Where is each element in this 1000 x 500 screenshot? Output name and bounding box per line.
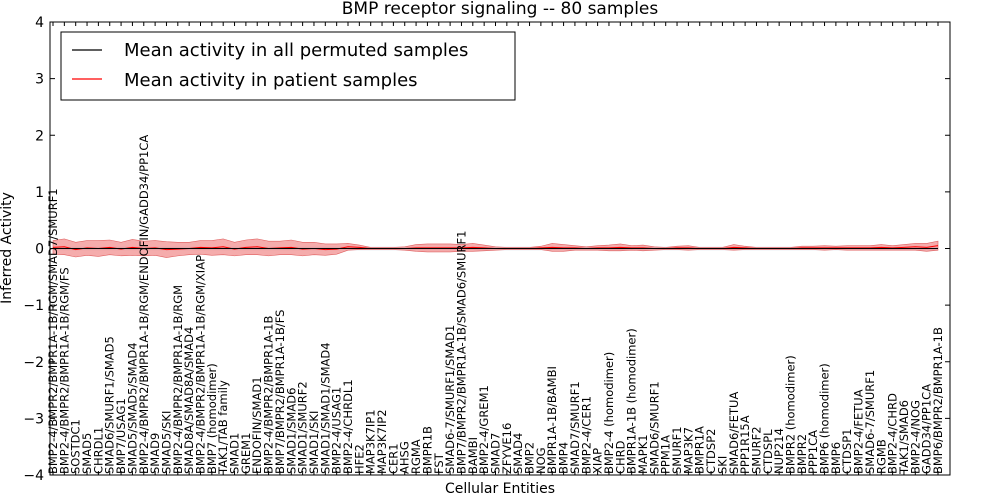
legend-box	[60, 31, 516, 101]
x-tick-label: SMAD1/SMAD1/SMAD4	[318, 342, 332, 474]
x-tick-label: ENDOFIN/SMAD1	[250, 376, 264, 474]
x-tick-label: AHSG	[398, 441, 412, 474]
x-tick-label: BMP7 (homodimer)	[205, 363, 219, 474]
x-tick-label: CTDSPL	[761, 429, 775, 474]
x-tick-label: ZFYVE16	[500, 423, 514, 474]
x-tick-label: RGMA	[409, 439, 423, 474]
x-tick-label: SMURF1	[670, 426, 684, 474]
x-tick-label: PPP1R15A	[738, 415, 752, 474]
x-tick-label: NUP214	[772, 428, 786, 474]
x-tick-label: SMURF2	[749, 426, 763, 474]
x-tick-label: SMAD7	[489, 433, 503, 474]
x-tick-label: SMAD8A/SMAD8A/SMAD4	[182, 327, 196, 474]
x-tick-label: BMP2-4/GREM1	[477, 385, 491, 474]
x-tick-label: SMAD5	[80, 433, 94, 474]
x-tick-label: SMAD5/SMAD5/SMAD4	[125, 342, 139, 474]
x-tick-label: BMP2-4/BMPR2/BMPR1A-1B	[262, 316, 276, 474]
x-tick-label: XIAP	[591, 448, 605, 474]
x-tick-label: BMP2-4/BMPR2/BMPR1A-1B/RGM	[171, 285, 185, 474]
y-tick-label: 3	[35, 72, 44, 88]
x-tick-label: SMAD1/SMURF2	[296, 381, 310, 474]
x-tick-label: CTDSP1	[840, 429, 854, 474]
y-tick-label: 2	[35, 128, 44, 144]
lines-layer	[52, 245, 939, 251]
x-tick-label: BMPR1A	[693, 426, 707, 474]
x-tick-label: BMPR2	[795, 434, 809, 474]
y-tick-label: −1	[23, 298, 44, 314]
x-tick-label: GADD34/PP1CA	[920, 384, 934, 474]
x-tick-label: BMP6	[829, 442, 843, 474]
x-tick-label: BMP2-4/CER1	[579, 396, 593, 474]
x-tick-label: BMPR2 (homodimer)	[784, 355, 798, 474]
y-tick-label: −2	[23, 355, 44, 371]
x-tick-label: BMP4	[557, 442, 571, 474]
x-tick-label: CHRD	[613, 440, 627, 474]
x-ticks: BMP2-4/BMPR2/BMPR1A-1B/RGM/SMAD7/SMURF1B…	[46, 22, 945, 475]
x-tick-label: MAP3K7IP2	[375, 409, 389, 474]
x-tick-label: SKI	[715, 456, 729, 474]
legend: Mean activity in all permuted samples Me…	[60, 31, 516, 101]
x-tick-label: MAP3K7	[681, 427, 695, 474]
y-tick-label: −4	[23, 468, 44, 484]
x-tick-label: BMP2-4 (homodimer)	[602, 352, 616, 474]
x-tick-label: BMP7/USAG1	[114, 398, 128, 474]
x-tick-label: TAK1/SMAD6	[897, 400, 911, 475]
x-tick-label: PPP1CA	[806, 430, 820, 474]
x-tick-label: HFE2	[352, 444, 366, 474]
x-tick-label: SMAD6-7/SMURF1/SMAD1	[443, 325, 457, 474]
x-tick-label: BMP2-4/BMPR2/BMPR1A-1B/RGM/SMAD7/SMURF1	[46, 188, 60, 474]
y-tick-label: 0	[35, 242, 44, 258]
x-tick-label: BMP7/BMPR2/BMPR1A-1B/FS	[273, 310, 287, 474]
x-tick-label: NOG	[534, 447, 548, 474]
y-tick-label: 1	[35, 185, 44, 201]
x-tick-label: SMAD1/SKI	[307, 411, 321, 474]
x-tick-label: SMAD7/SMURF1	[568, 381, 582, 474]
y-tick-label: 4	[35, 15, 44, 31]
x-axis-label: Cellular Entities	[445, 481, 555, 497]
x-tick-label: BMP2	[523, 442, 537, 474]
x-tick-label: BMPR1B	[420, 426, 434, 474]
y-ticks: −4 −3 −2 −1 0 1 2 3 4	[23, 15, 950, 484]
y-tick-label: −3	[23, 411, 44, 427]
x-tick-label: BMP6/BMPR2/BMPR1A-1B	[931, 327, 945, 474]
chart-title: BMP receptor signaling -- 80 samples	[342, 0, 659, 19]
x-tick-label: TAK1/TAB family	[216, 380, 230, 475]
x-tick-label: BMP2-4/FETUA	[852, 389, 866, 474]
x-tick-label: BMP2-4/BMPR2/BMPR1A-1B/RGM/ENDOFIN/GADD3…	[137, 135, 151, 474]
x-tick-label: BMP2-4/USAG1	[330, 387, 344, 474]
x-tick-label: GREM1	[239, 433, 253, 474]
x-tick-label: CHRDL1	[91, 427, 105, 474]
x-tick-label: BMPR1A-1B (homodimer)	[625, 328, 639, 474]
legend-label-patient: Mean activity in patient samples	[124, 70, 418, 91]
x-tick-label: SMAD1/SMAD6	[284, 388, 298, 474]
x-tick-label: BMP2-4/BMPR2/BMPR1A-1B/RGM/FS	[57, 267, 71, 474]
x-tick-label: BMP2-4/CHRD	[886, 393, 900, 474]
y-axis-label: Inferred Activity	[0, 192, 15, 304]
x-tick-label: BMP6 (homodimer)	[818, 363, 832, 474]
x-tick-label: SMAD9	[148, 433, 162, 474]
x-tick-label: SMAD6/SMURF1	[647, 381, 661, 474]
x-tick-label: CTDSP2	[704, 429, 718, 474]
x-tick-label: BAMBI	[466, 437, 480, 474]
x-tick-label: CER1	[386, 443, 400, 474]
x-tick-label: SMAD1	[228, 433, 242, 474]
x-tick-label: BMP2-4/CHRDL1	[341, 379, 355, 474]
x-tick-label: BMP7/BMPR2/BMPR1A-1B/SMAD6/SMURF1	[454, 231, 468, 474]
x-tick-label: SMAD6/SMURF1/SMAD5	[103, 336, 117, 474]
x-tick-label: PPM1A	[659, 435, 673, 474]
x-tick-label: SMAD4	[511, 433, 525, 474]
x-tick-label: RGMB	[874, 439, 888, 474]
x-tick-label: SMAD6/FETUA	[727, 392, 741, 474]
x-tick-label: SMAD5/SKI	[159, 411, 173, 474]
x-tick-label: BMP2-4/NOG	[908, 400, 922, 474]
x-tick-label: SOSTDC1	[69, 419, 83, 474]
x-tick-label: MAPK1	[636, 434, 650, 474]
x-tick-label: FST	[432, 452, 446, 474]
legend-label-permuted: Mean activity in all permuted samples	[124, 40, 468, 61]
x-tick-label: BMP2-4/BMPR2/BMPR1A-1B/RGM/XIAP	[194, 255, 208, 474]
x-tick-label: SMAD6-7/SMURF1	[863, 370, 877, 474]
x-tick-label: BMPR1A-1B/BAMBI	[545, 366, 559, 474]
x-tick-label: MAP3K7IP1	[364, 409, 378, 474]
